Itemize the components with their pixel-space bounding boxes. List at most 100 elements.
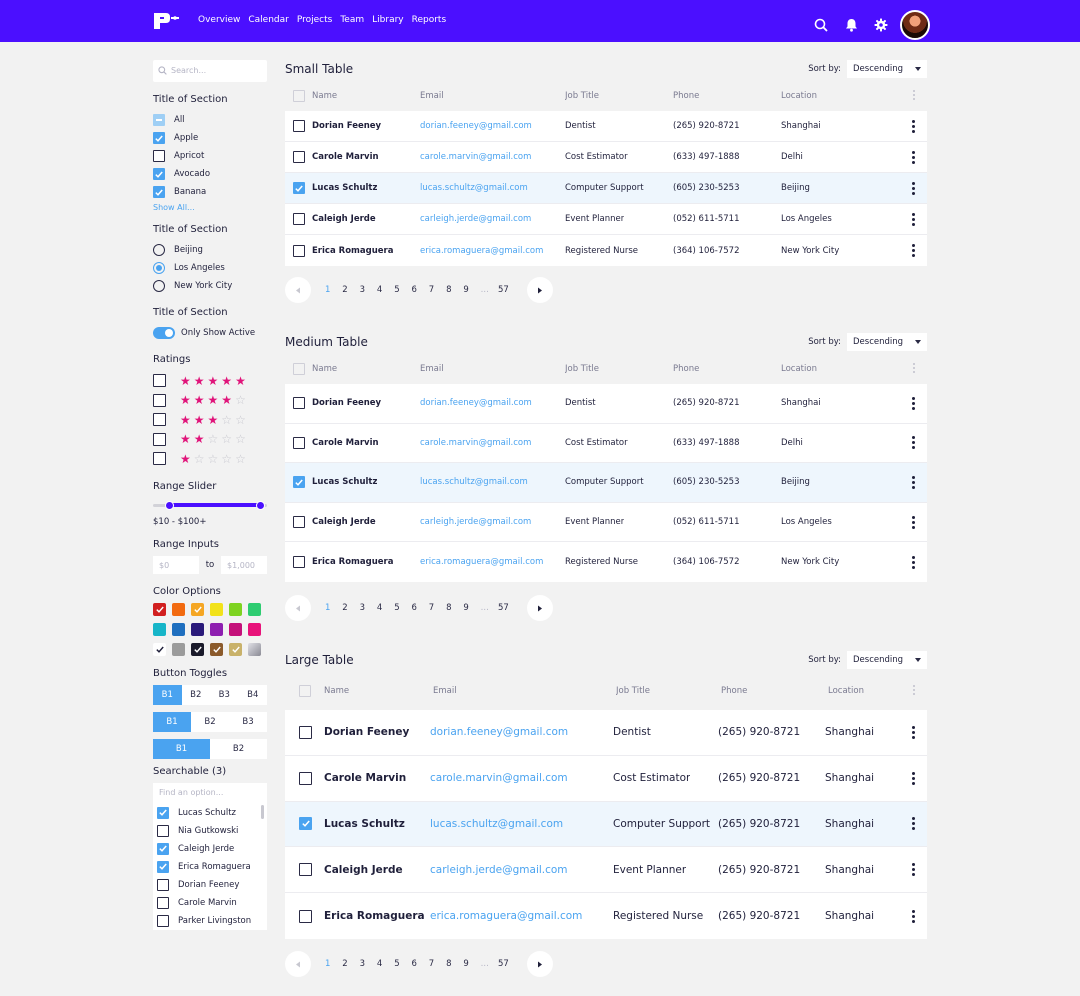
search-input[interactable]: Search... [153,60,267,82]
cell-email[interactable]: lucas.schultz@gmail.com [420,183,528,193]
slider-min-handle[interactable] [165,500,174,510]
toggle-button[interactable]: B2 [181,684,210,705]
table-row[interactable]: Carole Marvin carole.marvin@gmail.com Cost… [285,756,927,802]
color-swatch[interactable] [172,642,185,656]
checkbox[interactable] [157,824,169,837]
nav-link[interactable]: Reports [411,15,447,25]
checkbox[interactable] [153,114,165,126]
radio-button[interactable] [153,262,165,274]
toggle-button[interactable]: B3 [210,684,239,705]
table-row[interactable]: Dorian Feeney dorian.feeney@gmail.com Dent… [285,710,927,756]
table-row[interactable]: Lucas Schultz lucas.schultz@gmail.com Comp… [285,173,927,204]
cell-email[interactable]: carleigh.jerde@gmail.com [420,517,532,528]
page-number[interactable]: 57 [497,285,509,295]
table-row[interactable]: Dorian Feeney dorian.feeney@gmail.com Dent… [285,111,927,142]
column-header[interactable]: Name [312,91,338,101]
rating-option[interactable]: ★ ★ ★ ☆ ☆ [153,410,267,430]
min-price-input[interactable]: $0 [153,555,199,574]
page-number[interactable]: 6 [411,959,417,969]
page-number[interactable]: 8 [446,285,452,295]
row-menu-icon[interactable] [912,212,915,226]
cell-email[interactable]: carleigh.jerde@gmail.com [420,214,532,224]
row-checkbox[interactable] [299,817,312,831]
checkbox[interactable] [157,914,169,927]
row-menu-icon[interactable] [912,515,915,529]
select-all-checkbox[interactable] [293,363,305,375]
column-header[interactable]: Location [781,91,817,101]
page-number[interactable]: 9 [463,603,469,613]
page-number[interactable]: 9 [463,285,469,295]
page-number[interactable]: 3 [359,285,366,295]
row-checkbox[interactable] [293,182,305,194]
checkbox[interactable] [153,150,165,162]
toggle-button[interactable]: B2 [210,738,267,759]
page-number[interactable]: 8 [446,959,452,969]
next-page-button[interactable] [527,595,554,621]
gear-icon[interactable] [870,14,892,36]
row-menu-icon[interactable] [912,771,915,785]
rating-checkbox[interactable] [153,413,166,427]
row-checkbox[interactable] [299,863,312,877]
table-row[interactable]: Carole Marvin carole.marvin@gmail.com Cost… [285,142,927,173]
row-checkbox[interactable] [293,397,305,410]
searchable-option[interactable]: Erica Romaguera [153,858,267,876]
searchable-option-list[interactable]: Lucas Schultz Nia Gutkowski Caleigh Jerde E… [153,800,267,930]
table-row[interactable]: Lucas Schultz lucas.schultz@gmail.com Comp… [285,463,927,503]
rating-option[interactable]: ★ ★ ★ ★ ☆ [153,391,267,411]
row-menu-icon[interactable] [912,863,915,877]
page-number[interactable]: 5 [394,959,400,969]
page-number[interactable]: 5 [394,603,400,613]
checkbox[interactable] [157,878,169,891]
cell-email[interactable]: carole.marvin@gmail.com [420,437,532,448]
page-number[interactable]: 3 [359,959,366,969]
sort-dropdown[interactable]: Descending [847,333,927,351]
row-menu-icon[interactable] [912,396,915,410]
color-swatch[interactable] [153,602,166,616]
cell-email[interactable]: lucas.schultz@gmail.com [430,817,564,830]
color-swatch[interactable] [210,602,223,616]
page-number[interactable]: 4 [376,285,383,295]
next-page-button[interactable] [527,951,554,977]
radio-button[interactable] [153,280,165,292]
nav-link[interactable]: Projects [296,15,333,25]
searchable-option[interactable]: Nia Gutkowski [153,822,267,840]
cell-email[interactable]: carole.marvin@gmail.com [420,152,532,162]
checkbox-option[interactable]: Banana [153,183,267,201]
page-number[interactable]: 4 [376,959,383,969]
row-checkbox[interactable] [293,516,305,529]
page-number[interactable]: 8 [446,603,452,613]
checkbox[interactable] [157,896,169,909]
toggle-button[interactable]: B2 [191,711,229,732]
nav-link[interactable]: Overview [198,15,241,25]
bell-icon[interactable] [840,14,862,36]
rating-checkbox[interactable] [153,374,166,388]
searchable-option[interactable]: Carole Marvin [153,894,267,912]
page-number[interactable]: 3 [359,603,366,613]
page-number[interactable]: 9 [463,959,469,969]
column-header[interactable]: Job Title [616,686,651,696]
page-number[interactable]: 57 [497,603,509,613]
show-all-link[interactable]: Show All... [153,203,195,212]
row-checkbox[interactable] [293,120,305,132]
table-row[interactable]: Carole Marvin carole.marvin@gmail.com Cost… [285,424,927,464]
row-checkbox[interactable] [293,476,305,489]
color-swatch[interactable] [191,602,204,616]
row-checkbox[interactable] [299,725,312,739]
checkbox-option[interactable]: Avocado [153,165,267,183]
column-header[interactable]: Job Title [565,91,600,101]
price-range-slider[interactable] [153,498,267,512]
logo-icon[interactable] [152,11,180,31]
cell-email[interactable]: dorian.feeney@gmail.com [430,726,569,739]
table-row[interactable]: Caleigh Jerde carleigh.jerde@gmail.com Eve… [285,503,927,543]
only-active-toggle[interactable] [153,327,175,339]
column-header[interactable]: Location [828,686,864,696]
cell-email[interactable]: carleigh.jerde@gmail.com [430,863,568,876]
page-number[interactable]: 6 [411,603,417,613]
row-checkbox[interactable] [293,556,305,569]
column-header[interactable]: Email [420,364,444,374]
searchable-option[interactable]: Lucas Schultz [153,804,267,822]
prev-page-button[interactable] [285,951,311,977]
column-menu-icon[interactable] [913,363,915,373]
rating-option[interactable]: ★ ☆ ☆ ☆ ☆ [153,449,267,469]
row-menu-icon[interactable] [912,555,915,569]
